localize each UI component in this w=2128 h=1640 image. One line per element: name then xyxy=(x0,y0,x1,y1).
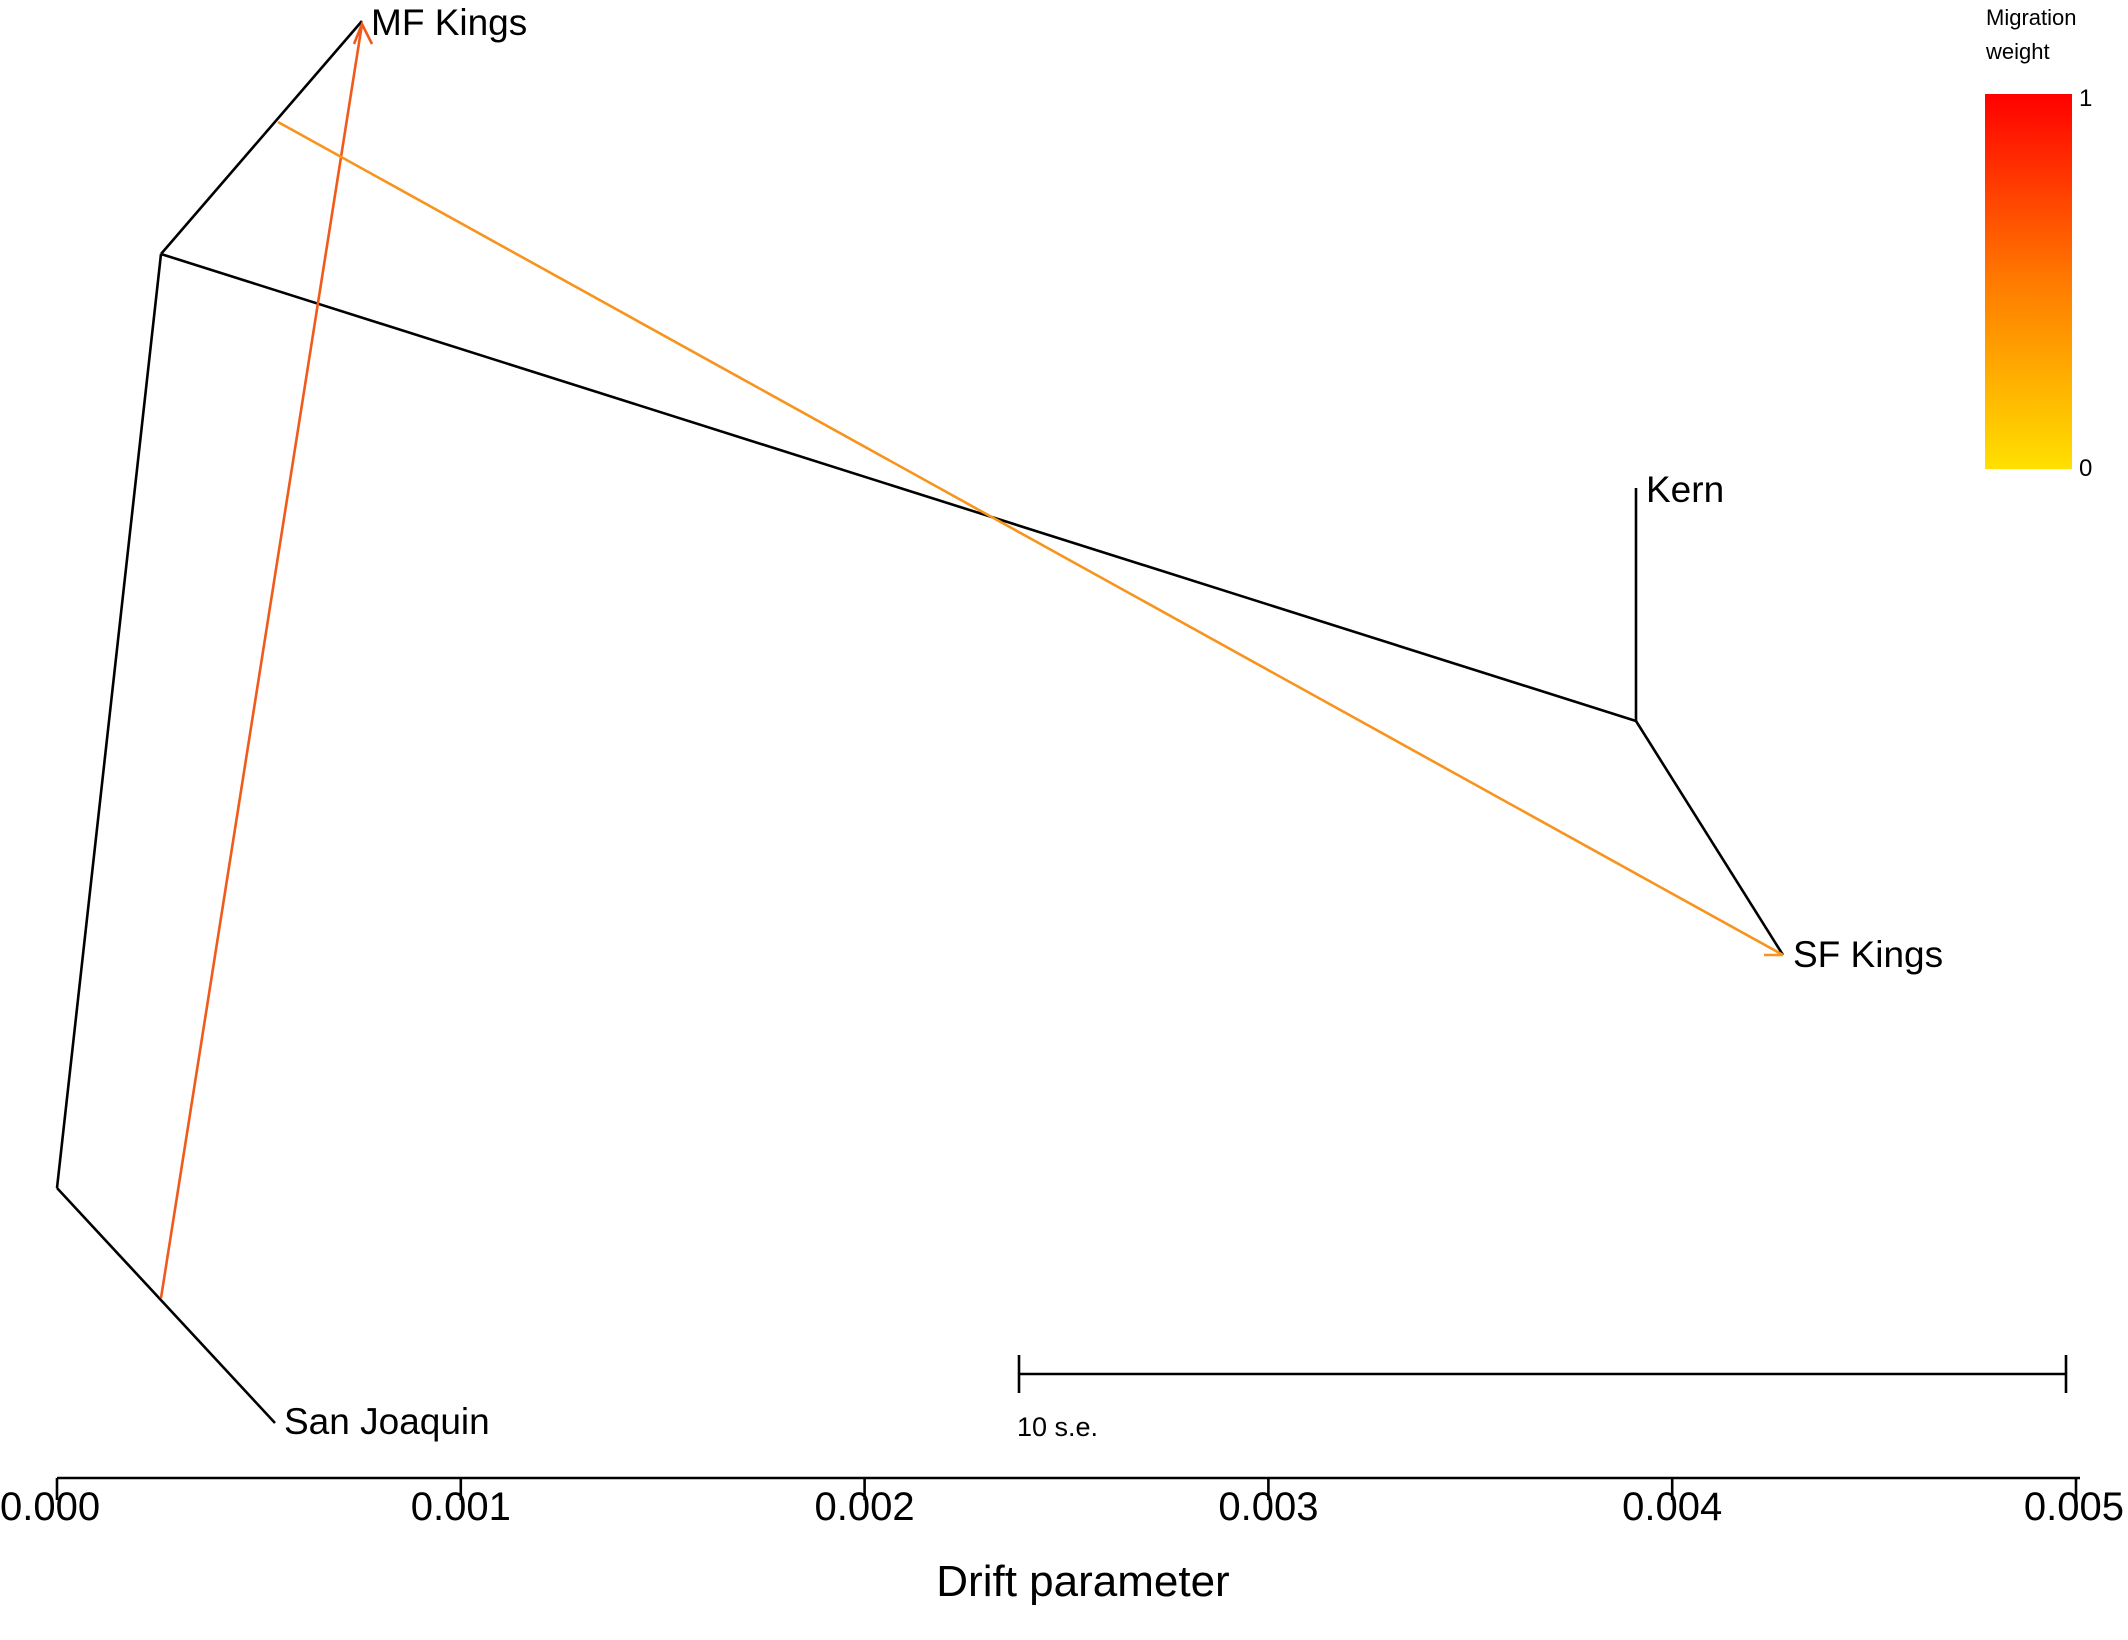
x-axis-tick-label: 0.004 xyxy=(1622,1485,1722,1529)
legend-title-line1: Migration xyxy=(1986,5,2076,30)
branch-node-to-sfkings xyxy=(1634,720,1785,956)
tip-label-kern: Kern xyxy=(1646,469,1724,510)
tip-label-sanjoaquin: San Joaquin xyxy=(284,1401,490,1442)
scale-bar-label: 10 s.e. xyxy=(1017,1412,1098,1442)
x-axis-tick-label: 0.001 xyxy=(411,1485,511,1529)
migration-edges xyxy=(159,20,1784,1299)
branch-root-to-sanjoaquin xyxy=(56,1187,276,1424)
legend-min-label: 0 xyxy=(2079,455,2092,482)
tip-labels: MF Kings Kern SF Kings San Joaquin xyxy=(284,2,1943,1442)
tree-branches xyxy=(55,20,1785,1424)
migration-weight-legend: Migration weight 1 0 xyxy=(1985,5,2092,482)
migration-arrowhead-mfkings xyxy=(352,20,374,45)
x-axis-tick-label: 0.005 xyxy=(2024,1485,2124,1529)
migration-edge-mfkings-to-sfkings xyxy=(277,120,1784,957)
migration-edge-sanjoaquin-to-mfkings xyxy=(159,23,364,1299)
tip-label-mfkings: MF Kings xyxy=(371,2,527,43)
branch-internal-to-mfkings xyxy=(160,20,363,255)
legend-title-line2: weight xyxy=(1985,39,2050,64)
legend-max-label: 1 xyxy=(2079,85,2092,112)
legend-color-bar xyxy=(1985,94,2072,469)
branch-internal-to-kern-node xyxy=(160,252,1637,723)
tip-label-sfkings: SF Kings xyxy=(1793,934,1943,975)
scale-bar xyxy=(1017,1355,2068,1393)
x-axis-tick-label: 0.002 xyxy=(815,1485,915,1529)
x-axis-tick-label: 0.003 xyxy=(1218,1485,1318,1529)
x-axis-title: Drift parameter xyxy=(936,1557,1229,1606)
x-axis-tick-label: 0.000 xyxy=(0,1485,100,1529)
x-axis xyxy=(55,1476,2080,1500)
branch-root-to-internal xyxy=(55,253,163,1189)
